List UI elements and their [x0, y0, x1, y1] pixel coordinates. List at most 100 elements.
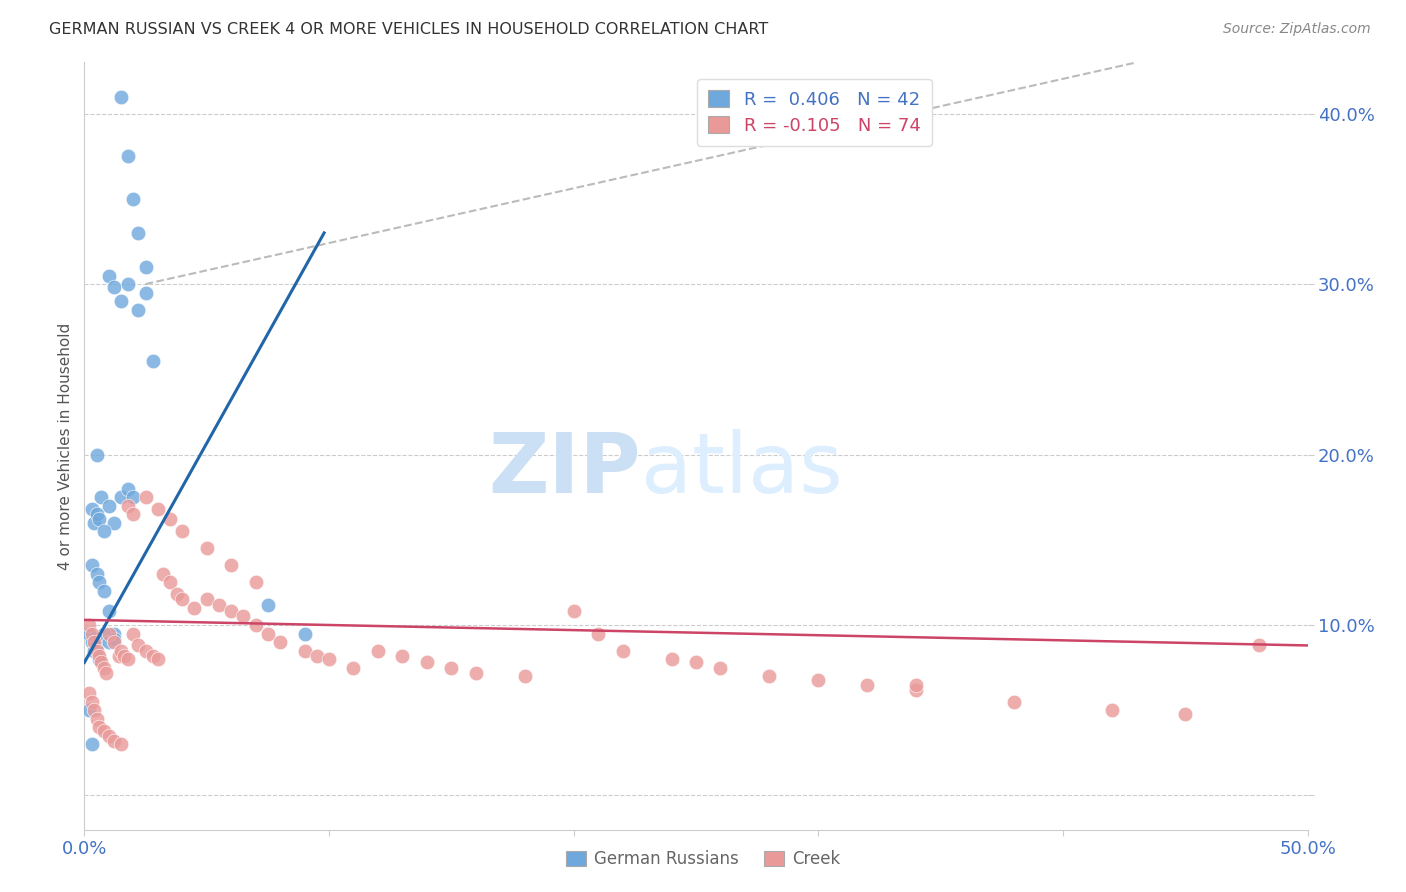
Point — [586, 626, 609, 640]
Point — [758, 669, 780, 683]
Point — [172, 592, 194, 607]
Point — [195, 592, 218, 607]
Point — [83, 703, 105, 717]
Point — [367, 643, 389, 657]
Point — [87, 652, 110, 666]
Point — [86, 712, 108, 726]
Point — [86, 448, 108, 462]
Point — [80, 635, 103, 649]
Point — [112, 648, 135, 663]
Point — [83, 643, 105, 657]
Text: atlas: atlas — [641, 428, 842, 509]
Point — [97, 626, 120, 640]
Point — [97, 729, 120, 743]
Point — [245, 575, 267, 590]
Point — [232, 609, 254, 624]
Point — [127, 302, 149, 317]
Point — [807, 673, 830, 687]
Point — [146, 502, 169, 516]
Point — [127, 639, 149, 653]
Point — [86, 507, 108, 521]
Point — [93, 660, 115, 674]
Point — [87, 512, 110, 526]
Point — [86, 639, 108, 653]
Point — [219, 604, 242, 618]
Point — [97, 635, 120, 649]
Point — [110, 89, 132, 103]
Point — [245, 618, 267, 632]
Point — [135, 490, 157, 504]
Point — [257, 626, 280, 640]
Point — [96, 665, 118, 680]
Point — [86, 643, 108, 657]
Point — [122, 507, 145, 521]
Point — [110, 737, 132, 751]
Text: ZIP: ZIP — [488, 428, 641, 509]
Point — [159, 575, 181, 590]
Point — [103, 734, 125, 748]
Point — [122, 626, 145, 640]
Point — [219, 558, 242, 573]
Point — [1002, 695, 1025, 709]
Legend: German Russians, Creek: German Russians, Creek — [560, 844, 846, 875]
Point — [305, 648, 328, 663]
Point — [77, 626, 100, 640]
Point — [294, 626, 316, 640]
Text: Source: ZipAtlas.com: Source: ZipAtlas.com — [1223, 22, 1371, 37]
Point — [905, 678, 928, 692]
Point — [86, 566, 108, 581]
Point — [152, 566, 174, 581]
Point — [83, 516, 105, 530]
Point — [127, 226, 149, 240]
Point — [183, 601, 205, 615]
Point — [685, 656, 707, 670]
Point — [103, 280, 125, 294]
Point — [80, 695, 103, 709]
Point — [110, 294, 132, 309]
Point — [513, 669, 536, 683]
Point — [146, 652, 169, 666]
Point — [905, 682, 928, 697]
Point — [440, 660, 463, 674]
Point — [122, 490, 145, 504]
Point — [661, 652, 683, 666]
Point — [103, 632, 125, 646]
Point — [97, 268, 120, 283]
Point — [117, 652, 139, 666]
Point — [90, 656, 112, 670]
Point — [103, 626, 125, 640]
Point — [142, 353, 165, 368]
Point — [97, 604, 120, 618]
Point — [97, 499, 120, 513]
Point — [142, 648, 165, 663]
Point — [87, 720, 110, 734]
Point — [342, 660, 364, 674]
Y-axis label: 4 or more Vehicles in Household: 4 or more Vehicles in Household — [58, 322, 73, 570]
Point — [107, 648, 129, 663]
Point — [612, 643, 634, 657]
Point — [709, 660, 731, 674]
Point — [93, 626, 115, 640]
Point — [83, 635, 105, 649]
Point — [135, 260, 157, 274]
Point — [257, 598, 280, 612]
Point — [122, 192, 145, 206]
Point — [77, 703, 100, 717]
Text: GERMAN RUSSIAN VS CREEK 4 OR MORE VEHICLES IN HOUSEHOLD CORRELATION CHART: GERMAN RUSSIAN VS CREEK 4 OR MORE VEHICL… — [49, 22, 769, 37]
Legend: R =  0.406   N = 42, R = -0.105   N = 74: R = 0.406 N = 42, R = -0.105 N = 74 — [697, 79, 932, 145]
Point — [80, 558, 103, 573]
Point — [294, 643, 316, 657]
Point — [135, 643, 157, 657]
Point — [159, 512, 181, 526]
Point — [87, 575, 110, 590]
Point — [80, 626, 103, 640]
Point — [172, 524, 194, 539]
Point — [80, 737, 103, 751]
Point — [103, 516, 125, 530]
Point — [87, 648, 110, 663]
Point — [110, 643, 132, 657]
Point — [110, 490, 132, 504]
Point — [1101, 703, 1123, 717]
Point — [93, 524, 115, 539]
Point — [318, 652, 340, 666]
